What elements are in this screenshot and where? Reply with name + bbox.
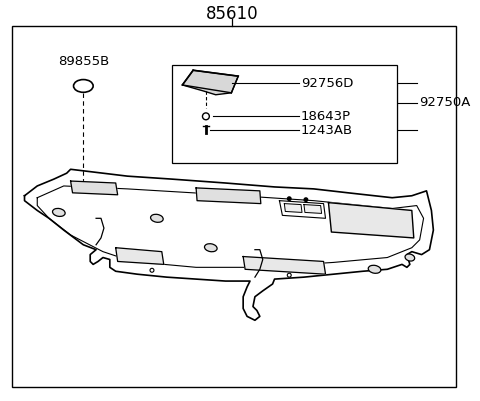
Text: 92750A: 92750A <box>419 96 470 109</box>
Ellipse shape <box>203 113 209 120</box>
Bar <box>171 65 397 163</box>
Ellipse shape <box>52 209 65 217</box>
Text: 18643P: 18643P <box>301 110 351 123</box>
Circle shape <box>288 197 291 200</box>
Text: 85610: 85610 <box>206 5 259 23</box>
Polygon shape <box>116 248 164 264</box>
Polygon shape <box>182 70 238 95</box>
Circle shape <box>304 198 308 201</box>
Circle shape <box>150 268 154 272</box>
Ellipse shape <box>405 254 415 261</box>
Polygon shape <box>304 205 322 213</box>
Ellipse shape <box>151 214 163 222</box>
Text: 92756D: 92756D <box>301 77 353 89</box>
Polygon shape <box>196 188 261 204</box>
Polygon shape <box>243 257 325 274</box>
Polygon shape <box>71 181 118 195</box>
Polygon shape <box>24 169 433 320</box>
Text: 1243AB: 1243AB <box>301 124 353 137</box>
Ellipse shape <box>73 79 93 92</box>
Circle shape <box>288 273 291 277</box>
Polygon shape <box>284 204 302 213</box>
Text: 89855B: 89855B <box>58 55 109 68</box>
Ellipse shape <box>204 244 217 252</box>
Ellipse shape <box>368 265 381 273</box>
Polygon shape <box>328 203 414 238</box>
